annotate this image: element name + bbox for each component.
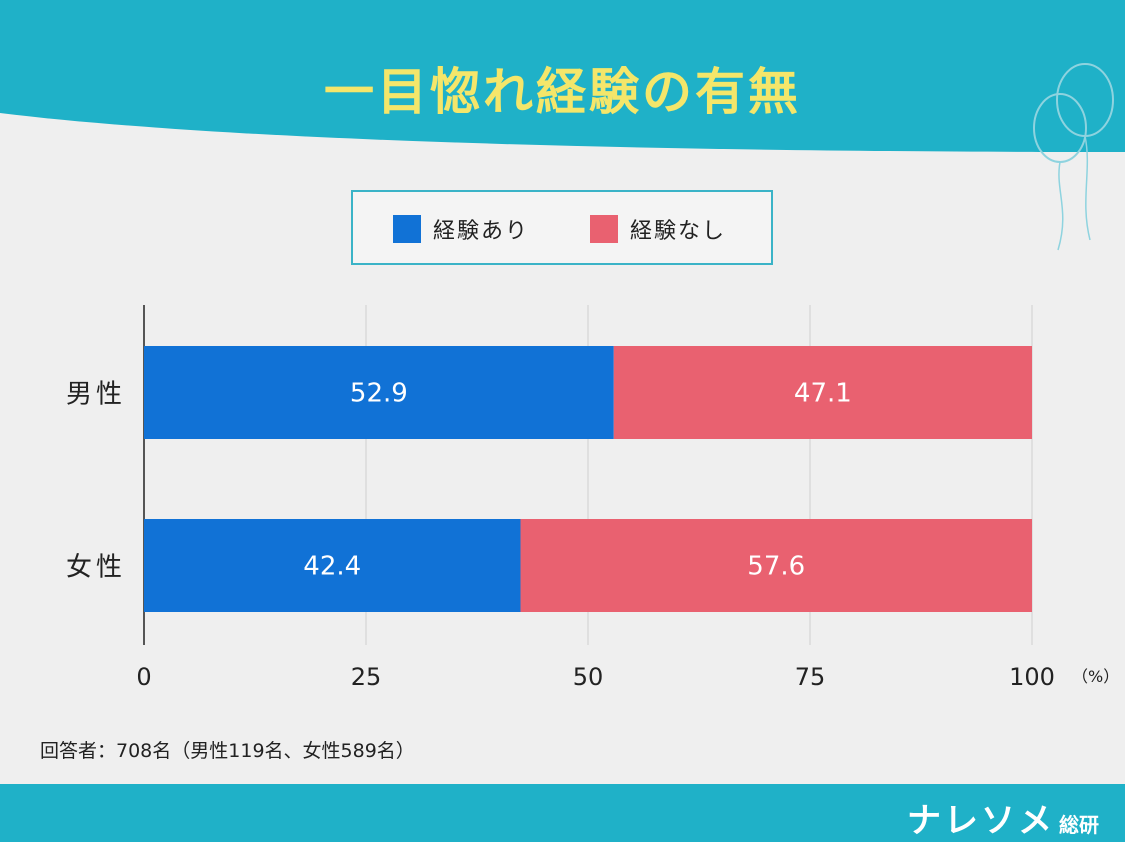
category-label: 男性: [66, 380, 126, 410]
bar-segment: [144, 519, 521, 612]
data-label: 57.6: [747, 552, 805, 582]
x-tick-label: 0: [136, 663, 151, 691]
data-label: 42.4: [303, 552, 361, 582]
bar-segment: [144, 346, 614, 439]
x-axis-unit: （%）: [1072, 667, 1119, 686]
x-tick-label: 50: [573, 663, 604, 691]
data-label: 47.1: [794, 379, 852, 409]
stacked-bar-chart: 0 25 50 75 100 （%） 52.9 47.1 男性 42.4 57.6 女性: [66, 305, 1119, 691]
header-wave: [0, 0, 1125, 152]
chart-legend: 経験あり 経験なし: [351, 190, 773, 265]
legend-swatch-no: [590, 215, 618, 243]
bar-segment: [520, 519, 1032, 612]
x-tick-label: 100: [1009, 663, 1055, 691]
legend-item-no: 経験なし: [590, 214, 726, 244]
footer-bar: ナレソメ 総研: [0, 784, 1125, 842]
brand-suffix: 総研: [1059, 813, 1099, 837]
x-tick-label: 25: [351, 663, 382, 691]
legend-label-no: 経験なし: [630, 219, 727, 244]
legend-label-yes: 経験あり: [433, 219, 530, 244]
legend-item-yes: 経験あり: [393, 214, 529, 244]
x-tick-label: 75: [795, 663, 826, 691]
category-label: 女性: [66, 553, 126, 583]
balloon-icon: [1033, 63, 1114, 251]
respondent-note: 回答者：708名（男性119名、女性589名）: [40, 740, 415, 762]
legend-swatch-yes: [393, 215, 421, 243]
data-label: 52.9: [350, 379, 408, 409]
brand-name: ナレソメ: [907, 801, 1055, 841]
bar-segment: [613, 346, 1032, 439]
header-banner: 一目惚れ経験の有無: [0, 0, 1125, 160]
brand-logo: ナレソメ 総研: [907, 793, 1099, 842]
chart-title: 一目惚れ経験の有無: [324, 63, 801, 121]
